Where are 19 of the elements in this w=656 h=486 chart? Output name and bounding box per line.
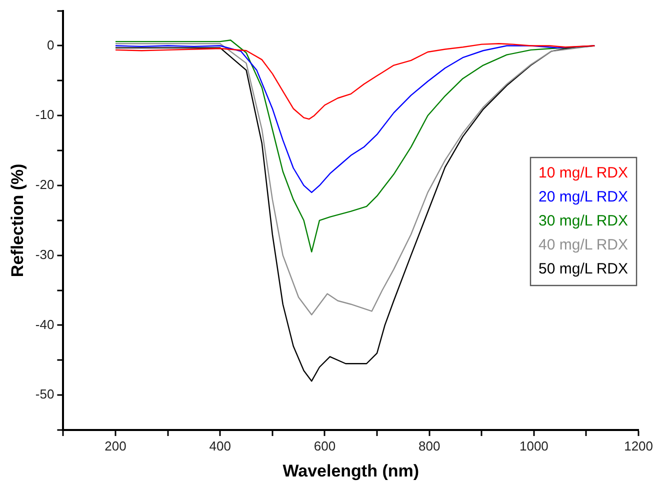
text: 10 mg/L RDX — [538, 164, 628, 182]
text: 30 mg/L RDX — [538, 212, 628, 230]
x-tick-label: 600 — [314, 438, 336, 454]
y-axis-title: Reflection (%) — [8, 164, 27, 278]
x-tick-label: 400 — [209, 438, 231, 454]
x-tick-label: 200 — [104, 438, 126, 454]
y-tick-label: -50 — [35, 386, 54, 402]
x-tick-label: 1000 — [519, 438, 548, 454]
text: 40 mg/L RDX — [538, 236, 628, 254]
y-tick-label: -10 — [35, 107, 54, 122]
x-axis-title: Wavelength (nm) — [282, 461, 420, 480]
y-tick-label: -30 — [35, 246, 54, 262]
x-tick-label: 1200 — [624, 438, 653, 454]
x-tick-label: 800 — [418, 438, 440, 454]
y-tick-label: 0 — [46, 37, 54, 52]
text: 20 mg/L RDX — [538, 188, 628, 206]
y-tick-label: -40 — [35, 316, 54, 332]
text: 50 mg/L RDX — [538, 260, 628, 278]
y-tick-label: -20 — [35, 177, 54, 192]
